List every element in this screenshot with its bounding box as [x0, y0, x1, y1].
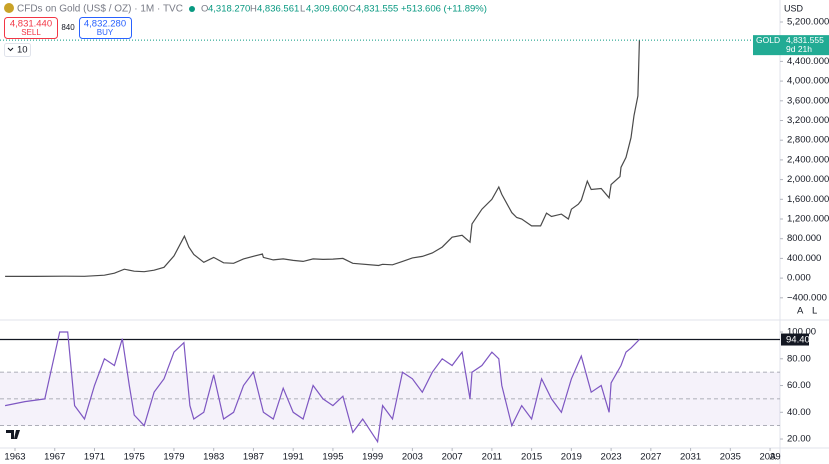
- change: +513.606 (+11.89%): [401, 4, 487, 15]
- series-line: [5, 40, 640, 277]
- auto-scale[interactable]: A: [770, 452, 777, 463]
- log-scale[interactable]: L: [812, 306, 817, 317]
- y-tick-label: 2,800.000: [787, 135, 829, 146]
- x-tick-label: 1979: [163, 452, 184, 463]
- y-tick-label: 100.00: [787, 327, 816, 338]
- y-tick-label: 1,600.000: [787, 194, 829, 205]
- x-tick-label: 1987: [243, 452, 264, 463]
- indicators-toggle[interactable]: [4, 43, 31, 57]
- y-tick-label: 3,600.000: [787, 95, 829, 106]
- reference-label-box: [781, 333, 809, 346]
- y-tick-label: −400.000: [787, 292, 827, 303]
- buy-label: BUY: [97, 28, 114, 37]
- x-tick-label: 2003: [402, 452, 423, 463]
- x-tick-label: 1963: [4, 452, 25, 463]
- x-tick-label: 2031: [680, 452, 701, 463]
- x-tick-label: 1971: [84, 452, 105, 463]
- y-tick-label: 40.00: [787, 407, 811, 418]
- currency[interactable]: USD: [784, 3, 804, 13]
- y-tick-label: 80.00: [787, 353, 811, 364]
- x-tick-label: 1995: [322, 452, 343, 463]
- symbol-label: GOLD: [756, 35, 780, 45]
- y-tick-label: 2,000.000: [787, 174, 829, 185]
- x-tick-label: 1967: [44, 452, 65, 463]
- x-tick-label: 2007: [442, 452, 463, 463]
- sell-button[interactable]: [4, 17, 58, 39]
- ohlc-value: 4,831.555: [356, 4, 398, 15]
- y-tick-label: 2,400.000: [787, 154, 829, 165]
- ohlc-label: C: [349, 4, 356, 15]
- x-tick-label: 1975: [124, 452, 145, 463]
- x-tick-label: 1983: [203, 452, 224, 463]
- tv-logo: [6, 430, 20, 439]
- spread: 840: [61, 23, 75, 32]
- sell-label: SELL: [21, 28, 41, 37]
- x-tick-label: 2019: [561, 452, 582, 463]
- ohlc-value: 4,318.270: [208, 4, 250, 15]
- reference-label: 94.40: [786, 335, 810, 346]
- ohlc-label: O: [201, 4, 208, 15]
- ohlc-label: L: [300, 4, 305, 15]
- y-tick-label: 5,200.000: [787, 17, 829, 28]
- y-tick-label: 1,200.000: [787, 214, 829, 225]
- countdown: 9d 21h: [786, 44, 812, 54]
- ohlc-label: H: [250, 4, 257, 15]
- y-tick-label: 3,200.000: [787, 115, 829, 126]
- chevron: [7, 47, 14, 52]
- y-tick-label: 0.000: [787, 273, 811, 284]
- y-tick-label: 20.00: [787, 434, 811, 445]
- x-tick-label: 2039: [759, 452, 780, 463]
- x-tick-label: 1991: [283, 452, 304, 463]
- x-tick-label: 2027: [640, 452, 661, 463]
- last-price-box: [753, 35, 829, 56]
- symbol-title[interactable]: CFDs on Gold (US$ / OZ) · 1M · TVC: [17, 4, 183, 15]
- x-tick-label: 2015: [521, 452, 542, 463]
- x-tick-label: 2011: [482, 452, 502, 463]
- x-tick-label: 2035: [720, 452, 741, 463]
- indicators-count: 10: [17, 45, 28, 56]
- y-tick-label: 60.00: [787, 380, 811, 391]
- buy-button[interactable]: [79, 17, 132, 39]
- auto-scale[interactable]: A: [797, 306, 804, 317]
- buy-price: 4,832.280: [84, 19, 126, 30]
- symbol-logo: [4, 3, 14, 13]
- ohlc-value: 4,836.561: [257, 4, 299, 15]
- sell-price: 4,831.440: [10, 19, 52, 30]
- rsi-band: [0, 372, 780, 426]
- last-price-label: 4,831.555: [786, 35, 824, 45]
- y-tick-label: 4,400.000: [787, 56, 829, 67]
- x-tick-label: 1999: [362, 452, 383, 463]
- y-tick-label: 800.000: [787, 233, 821, 244]
- market-status: [189, 6, 195, 12]
- series-line: [4, 331, 640, 444]
- x-tick-label: 2023: [601, 452, 622, 463]
- y-tick-label: 4,000.000: [787, 76, 829, 87]
- ohlc-value: 4,309.600: [306, 4, 348, 15]
- y-tick-label: 400.000: [787, 253, 821, 264]
